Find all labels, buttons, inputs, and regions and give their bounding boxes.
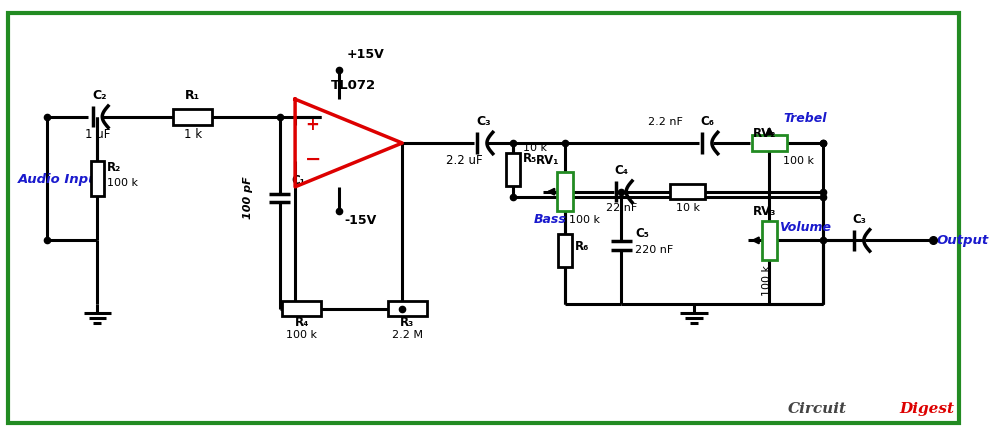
Text: -15V: -15V <box>345 214 377 227</box>
Text: R₁: R₁ <box>186 89 201 102</box>
Text: 2.2 uF: 2.2 uF <box>446 154 483 167</box>
Text: C₅: C₅ <box>635 228 648 241</box>
Text: RV₃: RV₃ <box>753 205 777 218</box>
Text: C₁: C₁ <box>291 174 305 187</box>
Text: Bass: Bass <box>533 213 567 226</box>
Text: 2.2 nF: 2.2 nF <box>647 117 683 127</box>
Text: R₄: R₄ <box>295 316 309 329</box>
Text: Circuit: Circuit <box>788 402 847 416</box>
Bar <box>174 109 213 125</box>
Text: Volume: Volume <box>780 221 831 234</box>
Text: Output: Output <box>937 234 989 247</box>
Text: 100 k: 100 k <box>107 178 138 188</box>
Text: +: + <box>305 116 319 133</box>
Bar <box>670 184 705 199</box>
Bar <box>752 135 786 151</box>
Text: RV₁: RV₁ <box>535 154 559 167</box>
Text: TL072: TL072 <box>331 79 376 92</box>
Text: 100 k: 100 k <box>286 330 318 340</box>
Text: −: − <box>305 150 321 169</box>
Text: Digest: Digest <box>900 402 954 416</box>
Text: +15V: +15V <box>347 48 384 61</box>
Text: RV₂: RV₂ <box>753 127 777 140</box>
Text: 22 nF: 22 nF <box>606 203 637 213</box>
Bar <box>557 172 573 211</box>
Text: 100 k: 100 k <box>763 265 773 296</box>
Text: R₆: R₆ <box>575 240 589 253</box>
Text: C₂: C₂ <box>92 89 106 102</box>
Text: 1 uF: 1 uF <box>84 128 110 141</box>
Text: 100 pF: 100 pF <box>243 177 253 219</box>
Text: R₅: R₅ <box>523 153 537 166</box>
Bar <box>762 221 778 260</box>
Text: 100 k: 100 k <box>783 157 814 167</box>
Text: 2.2 M: 2.2 M <box>391 330 423 340</box>
Text: 220 nF: 220 nF <box>635 245 673 255</box>
Text: 100 k: 100 k <box>569 215 600 225</box>
Text: C₆: C₆ <box>700 116 714 129</box>
Text: 1 k: 1 k <box>184 128 202 141</box>
Text: C₄: C₄ <box>615 164 629 177</box>
Bar <box>558 234 572 267</box>
Text: C₃: C₃ <box>852 213 866 226</box>
Text: Audio Input: Audio Input <box>18 173 104 186</box>
Bar <box>90 161 104 196</box>
Text: R₂: R₂ <box>107 161 121 174</box>
Bar <box>282 301 322 317</box>
Bar <box>506 153 520 186</box>
Text: C₃: C₃ <box>477 116 492 129</box>
Text: 10 k: 10 k <box>523 143 547 153</box>
Text: R₃: R₃ <box>400 316 414 329</box>
Bar <box>387 301 427 317</box>
Text: 10 k: 10 k <box>675 203 700 213</box>
Text: Trebel: Trebel <box>783 112 826 125</box>
